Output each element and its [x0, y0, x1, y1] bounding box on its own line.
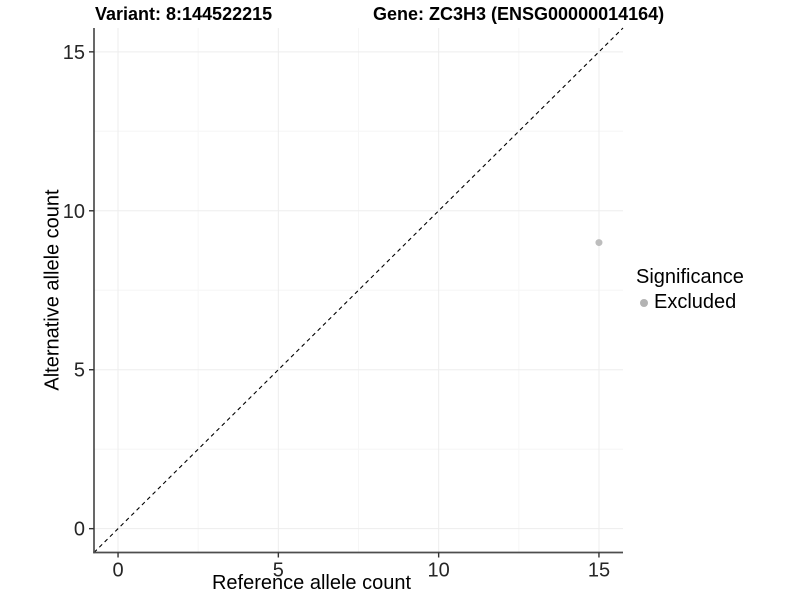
y-tick-label: 0 [74, 519, 85, 541]
legend-point-icon [640, 298, 648, 307]
plot-title-gene: Gene: ZC3H3 (ENSG00000014164) [373, 4, 665, 24]
x-tick-label: 0 [112, 560, 123, 582]
plot-title-variant: Variant: 8:144522215 [95, 4, 273, 24]
x-tick-label: 15 [588, 560, 610, 582]
x-tick-label: 10 [428, 560, 450, 582]
x-tick-label: 5 [273, 560, 284, 582]
data-point [595, 239, 603, 247]
legend-title: Significance [636, 266, 744, 288]
legend-entry-excluded: Excluded [636, 291, 744, 314]
y-tick-label: 5 [74, 360, 85, 382]
x-axis-title: Reference allele count [211, 572, 411, 594]
y-tick-label: 15 [63, 42, 85, 64]
legend: Significance Excluded [636, 266, 744, 314]
y-tick-label: 10 [63, 201, 85, 223]
legend-entry-label: Excluded [654, 291, 737, 313]
y-axis-title: Alternative allele count [41, 189, 64, 391]
